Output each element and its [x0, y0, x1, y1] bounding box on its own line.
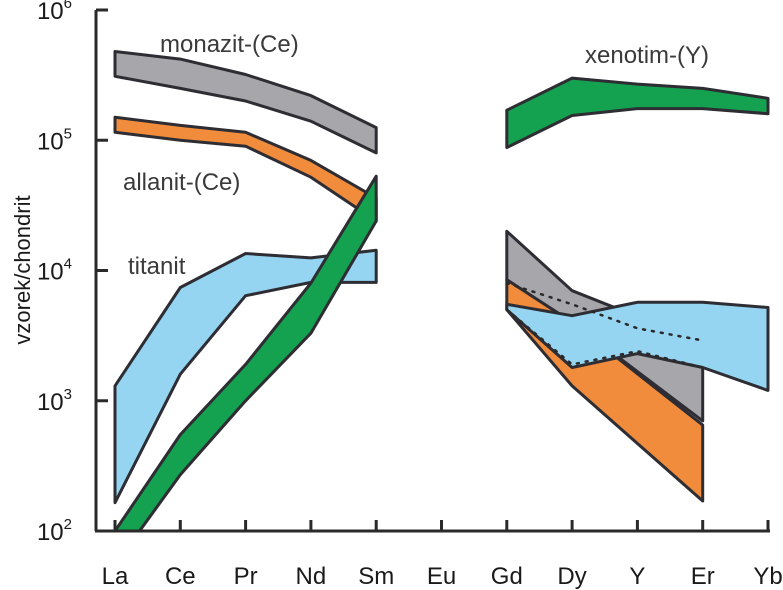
label-allanit-ce: allanit-(Ce)	[123, 169, 240, 196]
x-tick-label-gd: Gd	[491, 563, 523, 590]
y-tick-label: 104	[37, 256, 72, 286]
x-tick-label-nd: Nd	[296, 563, 327, 590]
band-titanit-1	[113, 248, 378, 505]
x-tick-label-er: Er	[691, 563, 715, 590]
y-tick-label: 106	[37, 0, 72, 25]
labels-layer: vzorek/chondrit	[10, 195, 35, 344]
band-xenotim-y-1	[113, 174, 378, 531]
x-tick-label-eu: Eu	[427, 563, 456, 590]
band-monazit-ce-1	[113, 50, 378, 155]
band-xenotim-y-2	[505, 76, 770, 149]
x-tick-label-la: La	[102, 563, 129, 590]
bands-layer	[113, 50, 770, 531]
annotation-layer: monazit-(Ce) xenotim-(Y) allanit-(Ce) titan…	[123, 31, 709, 280]
x-tick-label-y: Y	[629, 563, 645, 590]
x-tick-label-pr: Pr	[234, 563, 258, 590]
ticks-layer: 102 103 104 105 106 La Ce Pr Nd Sm Eu Gd Dy Y Er Yb	[37, 0, 783, 590]
dotted-line-1	[505, 281, 704, 342]
dotted-line-2	[505, 308, 704, 369]
band-titanit-2	[505, 300, 770, 392]
y-tick-label: 102	[37, 516, 72, 546]
x-tick-label-dy: Dy	[557, 563, 586, 590]
y-axis-label: vzorek/chondrit	[10, 195, 35, 344]
x-tick-label-ce: Ce	[165, 563, 196, 590]
y-tick-label: 105	[37, 125, 72, 155]
label-titanit: titanit	[128, 253, 186, 280]
x-tick-label-yb: Yb	[753, 563, 782, 590]
label-monazit-ce: monazit-(Ce)	[160, 31, 299, 58]
label-xenotim-y: xenotim-(Y)	[585, 42, 709, 69]
dotted-lines-layer	[505, 281, 704, 369]
y-tick-label: 103	[37, 386, 72, 416]
x-tick-label-sm: Sm	[358, 563, 394, 590]
